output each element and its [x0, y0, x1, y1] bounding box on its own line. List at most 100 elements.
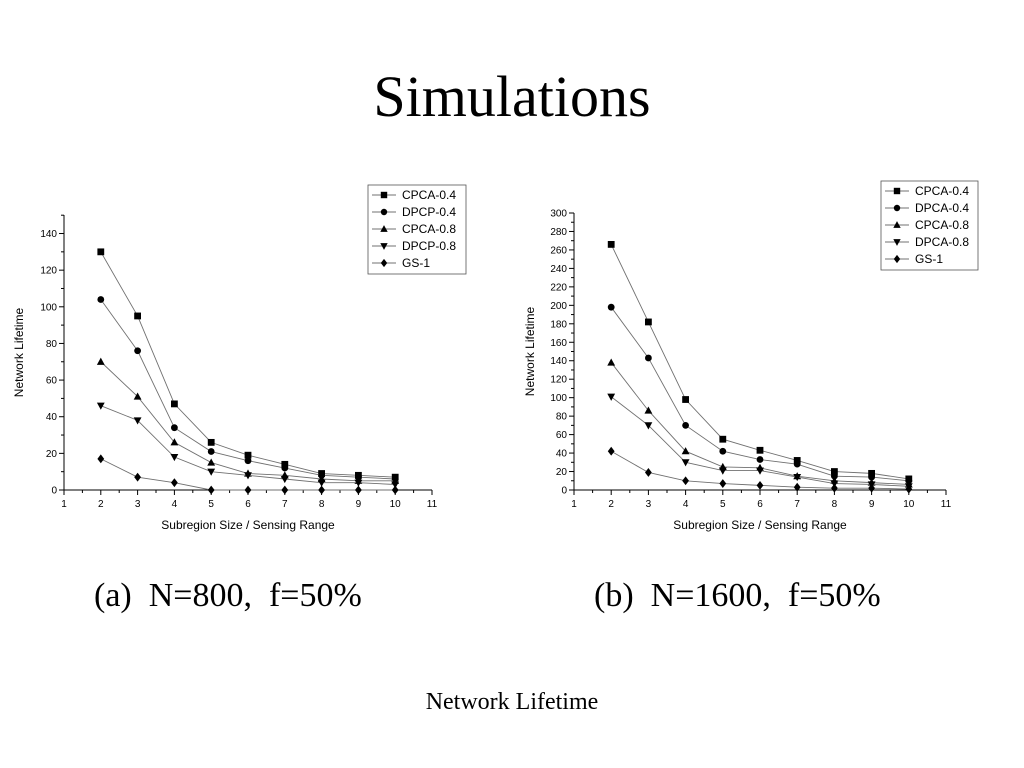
- chart-1-legend-label: CPCA-0.8: [915, 218, 969, 232]
- chart-0-data-point: [280, 475, 289, 484]
- chart-1-legend-marker: [893, 204, 901, 212]
- chart-1-data-point: [793, 474, 802, 482]
- chart-0-data-point: [244, 472, 252, 480]
- chart-0-data-point: [134, 347, 142, 355]
- chart-1-x-tick-label: 7: [794, 499, 800, 510]
- chart-1-data-point: [645, 318, 652, 326]
- chart-1-data-point: [681, 447, 690, 455]
- chart-0-y-tick-label: 140: [40, 229, 57, 240]
- chart-0-data-point: [244, 485, 252, 495]
- chart-1-data-point: [681, 459, 690, 467]
- chart-0-data-point: [244, 457, 252, 465]
- chart-1-data-point: [645, 354, 652, 362]
- chart-0-series-dpcp-0.8: [96, 402, 400, 489]
- chart-0-legend-item: DPCP-0.4: [372, 205, 456, 219]
- chart-1-data-point: [718, 467, 727, 475]
- chart-1-data-point: [607, 446, 615, 456]
- chart-1-y-tick-label: 80: [556, 412, 568, 423]
- chart-1-data-point: [719, 435, 727, 443]
- chart-0-x-tick-label: 11: [427, 499, 438, 510]
- chart-0-data-point: [355, 485, 362, 495]
- chart-1-legend-item: DPCA-0.8: [885, 235, 969, 249]
- chart-0-y-tick-label: 60: [46, 376, 58, 387]
- chart-1-legend-label: DPCA-0.4: [915, 201, 969, 215]
- chart-0-y-tick-label: 20: [46, 449, 58, 460]
- chart-0-x-tick-label: 6: [245, 499, 251, 510]
- chart-0-x-tick-label: 3: [135, 499, 141, 510]
- chart-0-x-tick-label: 7: [282, 499, 288, 510]
- chart-0-y-axis-label: Network Lifetime: [12, 308, 26, 398]
- chart-1-series-dpca-0.4: [607, 303, 913, 485]
- chart-0-data-point: [97, 248, 105, 256]
- chart-0-legend-item: CPCA-0.4: [372, 188, 456, 202]
- chart-1-data-point: [793, 460, 801, 468]
- chart-0-axes: 1 2 3 4 5 6 7 8 9 10 11 0 20 40 60 80 100 120 140: [40, 214, 438, 510]
- chart-0-data-point: [281, 464, 289, 472]
- chart-0-data-point: [207, 448, 215, 455]
- chart-1-data-point: [793, 457, 801, 464]
- chart-0-legend-label: CPCA-0.4: [402, 188, 456, 202]
- chart-1-y-tick-label: 180: [550, 319, 567, 330]
- chart-0-data-point: [170, 453, 179, 462]
- chart-1-y-tick-label: 220: [550, 282, 567, 293]
- chart-0-data-point: [96, 402, 105, 410]
- chart-0-legend: CPCA-0.4 DPCP-0.4 CPCA-0.8 DPCP-0.8 GS-1: [367, 184, 467, 275]
- chart-0-y-tick-label: 40: [46, 412, 58, 423]
- chart-0-legend-item: GS-1: [372, 256, 430, 270]
- chart-1-data-point: [719, 479, 727, 488]
- chart-0-x-tick-label: 4: [172, 499, 178, 510]
- chart-1-x-tick-label: 6: [757, 499, 763, 510]
- chart-1-x-tick-label: 10: [903, 499, 915, 510]
- chart-1-data-point: [607, 303, 615, 311]
- chart-0-data-point: [244, 451, 252, 459]
- chart-1-data-point: [793, 482, 801, 492]
- chart-0-legend-label: GS-1: [402, 256, 430, 270]
- chart-0-data-point: [207, 458, 216, 466]
- chart-1-legend-marker: [893, 239, 901, 246]
- chart-1-legend-marker: [893, 254, 901, 264]
- chart-0-x-tick-label: 5: [208, 499, 214, 510]
- chart-1-data-point: [682, 396, 689, 403]
- chart-0-data-point: [171, 478, 178, 488]
- chart-1-legend-label: GS-1: [915, 252, 943, 266]
- chart-1-series-line: [610, 306, 909, 482]
- chart-1-data-point: [719, 447, 727, 455]
- chart-0-data-point: [170, 438, 179, 446]
- chart-1-x-tick-label: 3: [646, 499, 652, 510]
- chart-1-y-tick-label: 160: [550, 338, 567, 349]
- chart-0-legend-marker: [380, 225, 388, 232]
- chart-0-data-point: [318, 485, 325, 495]
- chart-0-y-tick-label: 80: [46, 339, 58, 350]
- chart-1-legend-item: DPCA-0.4: [885, 201, 969, 215]
- chart-0-legend-label: DPCP-0.8: [402, 239, 456, 253]
- chart-0-x-tick-label: 10: [390, 499, 402, 510]
- chart-0-legend-item: DPCP-0.8: [372, 239, 456, 253]
- chart-0-data-point: [281, 485, 289, 495]
- chart-0-data-point: [171, 400, 178, 408]
- chart-1-data-point: [905, 484, 913, 494]
- chart-0-data-point: [207, 485, 215, 495]
- chart-1-data-point: [831, 483, 838, 493]
- chart-1-series-dpca-0.8: [607, 393, 913, 491]
- chart-0-data-point: [391, 485, 399, 495]
- chart-1-y-tick-label: 40: [556, 449, 568, 460]
- chart-1-legend-item: CPCA-0.4: [885, 184, 969, 198]
- chart-1-series-cpca-0.4: [607, 240, 913, 483]
- chart-1-series-line: [610, 244, 909, 480]
- chart-0-data-point: [134, 312, 141, 320]
- chart-0-data-point: [133, 392, 142, 400]
- chart-b-network-lifetime-n1600: 1 2 3 4 5 6 7 8 9 10 11 0 20 40 60 80 100 120 140 160 180 200…: [523, 180, 979, 532]
- chart-1-legend-item: GS-1: [885, 252, 943, 266]
- chart-1-x-tick-label: 11: [941, 499, 952, 510]
- chart-1-legend-label: DPCA-0.8: [915, 235, 969, 249]
- chart-0-data-point: [317, 479, 326, 487]
- chart-1-x-tick-label: 2: [608, 499, 614, 510]
- chart-0-data-point: [391, 481, 400, 489]
- chart-0-data-point: [354, 479, 363, 487]
- chart-1-legend-item: CPCA-0.8: [885, 218, 969, 232]
- chart-1-data-point: [756, 480, 764, 490]
- chart-0-legend-marker: [380, 191, 388, 199]
- chart-1-data-point: [682, 476, 689, 486]
- chart-0-series-line: [100, 251, 396, 478]
- chart-1-legend: CPCA-0.4 DPCA-0.4 CPCA-0.8 DPCA-0.8 GS-1: [880, 180, 979, 271]
